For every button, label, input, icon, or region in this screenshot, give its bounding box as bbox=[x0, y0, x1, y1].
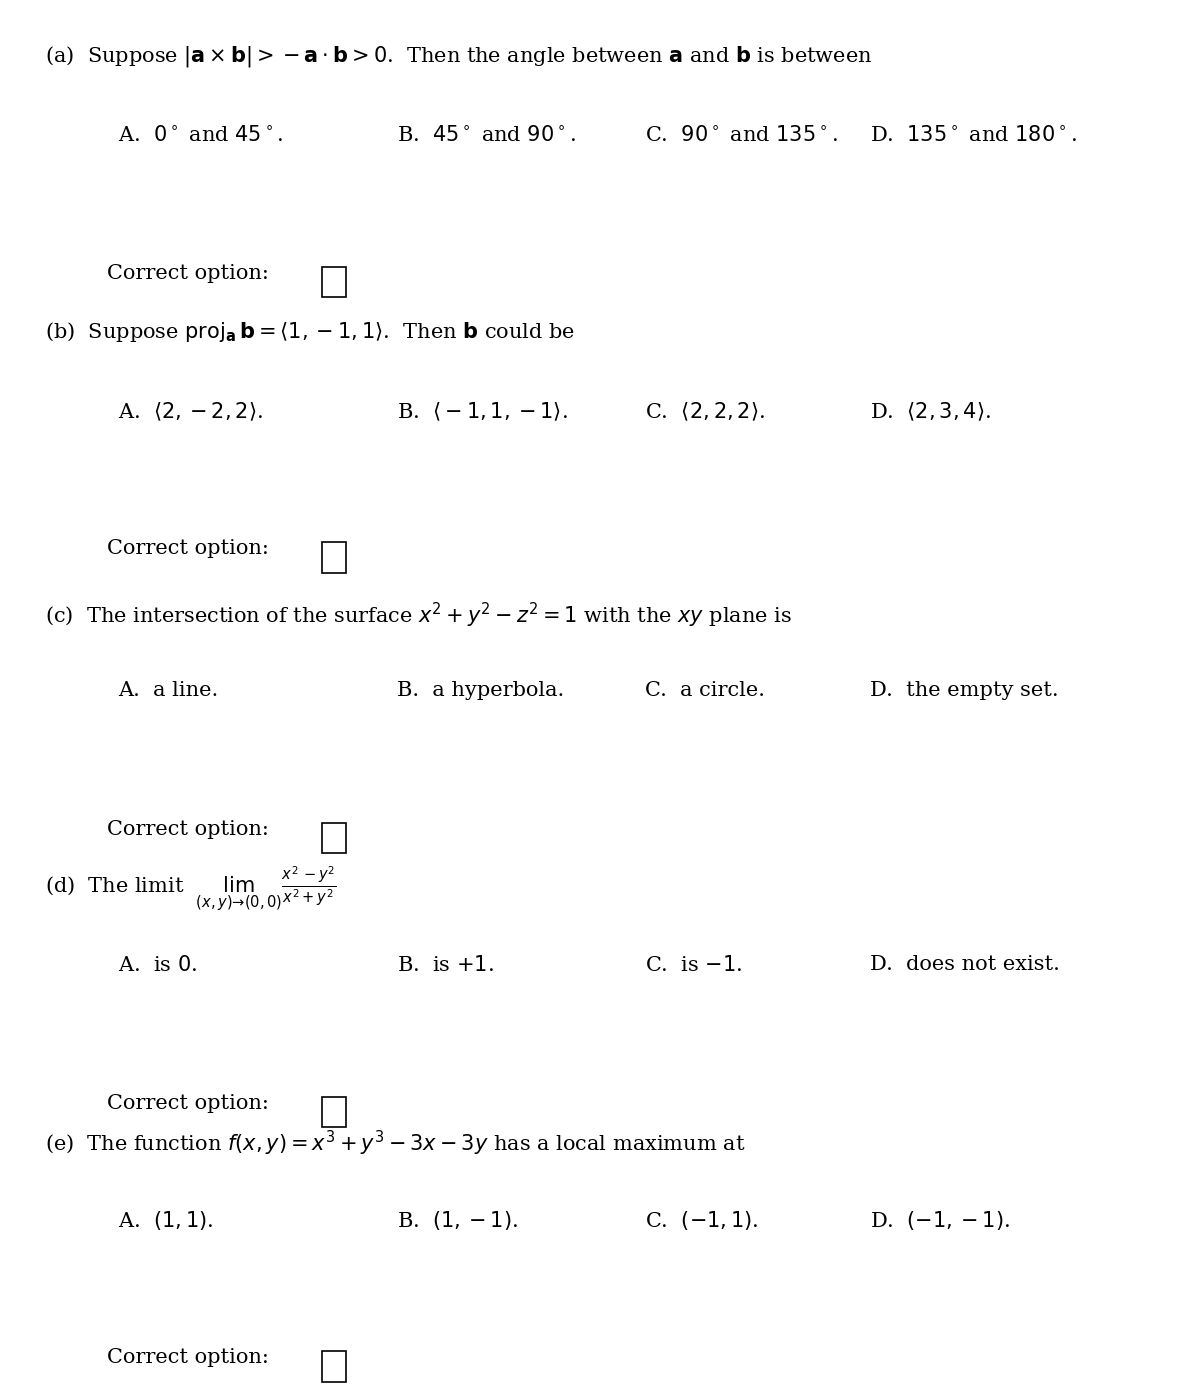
Bar bbox=[322, 823, 346, 853]
Text: D.  the empty set.: D. the empty set. bbox=[870, 681, 1058, 701]
Text: A.  $0^\circ$ and $45^\circ$.: A. $0^\circ$ and $45^\circ$. bbox=[118, 125, 284, 145]
Text: C.  $(-1, 1)$.: C. $(-1, 1)$. bbox=[645, 1209, 759, 1233]
Text: B.  $(1, -1)$.: B. $(1, -1)$. bbox=[397, 1209, 517, 1233]
Text: B.  $\langle -1, 1, -1 \rangle$.: B. $\langle -1, 1, -1 \rangle$. bbox=[397, 400, 567, 423]
Text: Correct option:: Correct option: bbox=[107, 264, 269, 284]
Text: D.  $\langle 2, 3, 4 \rangle$.: D. $\langle 2, 3, 4 \rangle$. bbox=[870, 400, 991, 423]
Bar bbox=[322, 542, 346, 573]
Text: (d)  The limit  $\lim_{(x,y)\to(0,0)} \frac{x^2 - y^2}{x^2 + y^2}$: (d) The limit $\lim_{(x,y)\to(0,0)} \fra… bbox=[45, 865, 336, 913]
Text: B.  a hyperbola.: B. a hyperbola. bbox=[397, 681, 564, 701]
Bar bbox=[322, 1351, 346, 1382]
Bar bbox=[322, 1097, 346, 1127]
Text: C.  $\langle 2, 2, 2 \rangle$.: C. $\langle 2, 2, 2 \rangle$. bbox=[645, 400, 765, 423]
Text: Correct option:: Correct option: bbox=[107, 1094, 269, 1113]
Bar bbox=[322, 267, 346, 297]
Text: A.  a line.: A. a line. bbox=[118, 681, 219, 701]
Text: (a)  Suppose $|\mathbf{a} \times \mathbf{b}| > -\mathbf{a} \cdot \mathbf{b} > 0$: (a) Suppose $|\mathbf{a} \times \mathbf{… bbox=[45, 44, 873, 70]
Text: Correct option:: Correct option: bbox=[107, 539, 269, 559]
Text: B.  is $+1$.: B. is $+1$. bbox=[397, 955, 494, 974]
Text: A.  is $0$.: A. is $0$. bbox=[118, 955, 198, 974]
Text: Correct option:: Correct option: bbox=[107, 1348, 269, 1368]
Text: B.  $45^\circ$ and $90^\circ$.: B. $45^\circ$ and $90^\circ$. bbox=[397, 125, 575, 145]
Text: C.  a circle.: C. a circle. bbox=[645, 681, 765, 701]
Text: C.  $90^\circ$ and $135^\circ$.: C. $90^\circ$ and $135^\circ$. bbox=[645, 125, 838, 145]
Text: A.  $\langle 2, -2, 2 \rangle$.: A. $\langle 2, -2, 2 \rangle$. bbox=[118, 400, 263, 423]
Text: (c)  The intersection of the surface $x^2 + y^2 - z^2 = 1$ with the $xy$ plane i: (c) The intersection of the surface $x^2… bbox=[45, 600, 792, 630]
Text: D.  $135^\circ$ and $180^\circ$.: D. $135^\circ$ and $180^\circ$. bbox=[870, 125, 1077, 145]
Text: (e)  The function $f(x, y) = x^3 + y^3 - 3x - 3y$ has a local maximum at: (e) The function $f(x, y) = x^3 + y^3 - … bbox=[45, 1129, 746, 1158]
Text: D.  $(-1, -1)$.: D. $(-1, -1)$. bbox=[870, 1209, 1010, 1233]
Text: (b)  Suppose $\mathrm{proj}_{\mathbf{a}}\,\mathbf{b} = \langle 1, -1, 1 \rangle$: (b) Suppose $\mathrm{proj}_{\mathbf{a}}\… bbox=[45, 320, 575, 343]
Text: D.  does not exist.: D. does not exist. bbox=[870, 955, 1060, 974]
Text: A.  $(1, 1)$.: A. $(1, 1)$. bbox=[118, 1209, 214, 1233]
Text: C.  is $-1$.: C. is $-1$. bbox=[645, 955, 742, 974]
Text: Correct option:: Correct option: bbox=[107, 820, 269, 840]
